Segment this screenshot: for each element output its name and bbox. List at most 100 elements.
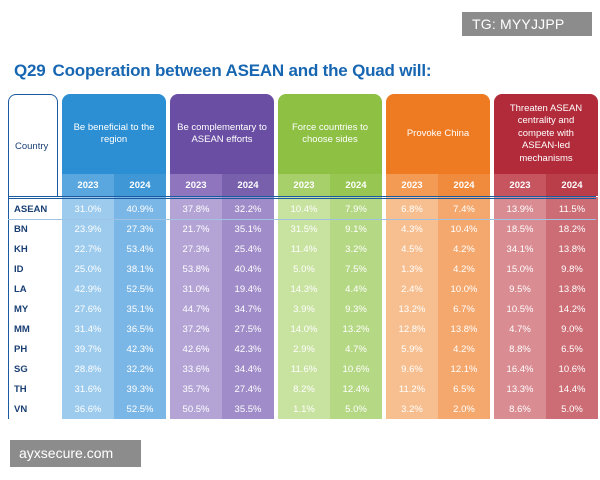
table-left-border [8, 114, 9, 419]
table-cell: 9.5% [509, 283, 531, 295]
column-background [278, 197, 330, 419]
table-cell: 4.5% [401, 243, 423, 255]
column-background [114, 197, 166, 419]
table-cell: 15.0% [506, 263, 534, 275]
table-cell: 11.2% [398, 383, 426, 395]
table-cell: 19.4% [234, 283, 262, 295]
row-label: MM [14, 323, 30, 335]
table-cell: 39.7% [74, 343, 102, 355]
table-cell: 42.6% [182, 343, 210, 355]
table-cell: 53.8% [182, 263, 210, 275]
table-cell: 27.3% [126, 223, 154, 235]
table-cell: 10.6% [342, 363, 370, 375]
table-cell: 21.7% [182, 223, 210, 235]
row-label: BN [14, 223, 28, 235]
group-header: Provoke China [386, 94, 490, 174]
year-header: 2023 [278, 174, 330, 196]
table-cell: 12.1% [450, 363, 478, 375]
column-background [222, 197, 274, 419]
table-cell: 37.8% [182, 203, 210, 215]
table-cell: 25.0% [74, 263, 102, 275]
table-cell: 13.8% [558, 283, 586, 295]
row-label: SG [14, 363, 28, 375]
table-cell: 4.4% [345, 283, 367, 295]
table-cell: 2.0% [453, 403, 475, 415]
table-cell: 42.3% [234, 343, 262, 355]
table-cell: 7.9% [345, 203, 367, 215]
table-cell: 6.8% [401, 203, 423, 215]
row-label: PH [14, 343, 28, 355]
year-header: 2024 [114, 174, 166, 196]
row-label: VN [14, 403, 28, 415]
row-label: LA [14, 283, 27, 295]
question-text: Cooperation between ASEAN and the Quad w… [52, 61, 432, 80]
table-cell: 23.9% [74, 223, 102, 235]
table-cell: 3.2% [401, 403, 423, 415]
column-background [438, 197, 490, 419]
year-header: 2024 [546, 174, 598, 196]
country-column-header: Country [8, 94, 58, 197]
table-cell: 25.4% [234, 243, 262, 255]
table-cell: 9.6% [401, 363, 423, 375]
group-header: Force countries to choose sides [278, 94, 382, 174]
table-cell: 13.8% [558, 243, 586, 255]
year-header: 2023 [62, 174, 114, 196]
table-cell: 13.8% [450, 323, 478, 335]
table-cell: 11.5% [558, 203, 586, 215]
table-cell: 8.6% [509, 403, 531, 415]
table-cell: 37.2% [182, 323, 210, 335]
table-cell: 31.4% [74, 323, 102, 335]
group-header: Be complementary to ASEAN efforts [170, 94, 274, 174]
table-cell: 8.8% [509, 343, 531, 355]
column-background [330, 197, 382, 419]
table-cell: 27.3% [182, 243, 210, 255]
table-cell: 14.3% [290, 283, 318, 295]
table-cell: 34.7% [234, 303, 262, 315]
year-header: 2023 [170, 174, 222, 196]
table-cell: 53.4% [126, 243, 154, 255]
table-cell: 27.6% [74, 303, 102, 315]
row-label: ID [14, 263, 24, 275]
table-cell: 35.1% [234, 223, 262, 235]
table-cell: 31.0% [182, 283, 210, 295]
table-cell: 4.2% [453, 343, 475, 355]
table-cell: 18.2% [558, 223, 586, 235]
chart-title: Q29 Cooperation between ASEAN and the Qua… [14, 61, 432, 81]
table-cell: 5.9% [401, 343, 423, 355]
group-header: Threaten ASEAN centrality and compete wi… [494, 94, 598, 174]
table-cell: 14.2% [558, 303, 586, 315]
row-label: KH [14, 243, 28, 255]
table-cell: 6.5% [561, 343, 583, 355]
table-cell: 10.6% [558, 363, 586, 375]
table-cell: 10.4% [450, 223, 478, 235]
column-background [494, 197, 546, 419]
table-cell: 35.1% [126, 303, 154, 315]
table-cell: 44.7% [182, 303, 210, 315]
table-cell: 5.0% [561, 403, 583, 415]
table-cell: 6.5% [453, 383, 475, 395]
table-cell: 40.4% [234, 263, 262, 275]
table-cell: 2.9% [293, 343, 315, 355]
table-cell: 14.0% [290, 323, 318, 335]
table-cell: 1.3% [401, 263, 423, 275]
table-cell: 22.7% [74, 243, 102, 255]
table-cell: 13.2% [398, 303, 426, 315]
table-cell: 9.0% [561, 323, 583, 335]
table-cell: 13.9% [506, 203, 534, 215]
table-cell: 52.5% [126, 283, 154, 295]
table-cell: 36.5% [126, 323, 154, 335]
table-cell: 3.2% [345, 243, 367, 255]
table-cell: 38.1% [126, 263, 154, 275]
table-cell: 32.2% [126, 363, 154, 375]
table-cell: 31.6% [74, 383, 102, 395]
row-label: TH [14, 383, 27, 395]
table-cell: 6.7% [453, 303, 475, 315]
table-cell: 13.2% [342, 323, 370, 335]
table-cell: 16.4% [506, 363, 534, 375]
table-cell: 5.0% [345, 403, 367, 415]
table-cell: 18.5% [506, 223, 534, 235]
table-cell: 31.5% [290, 223, 318, 235]
table-cell: 27.5% [234, 323, 262, 335]
year-header: 2023 [494, 174, 546, 196]
column-background [386, 197, 438, 419]
